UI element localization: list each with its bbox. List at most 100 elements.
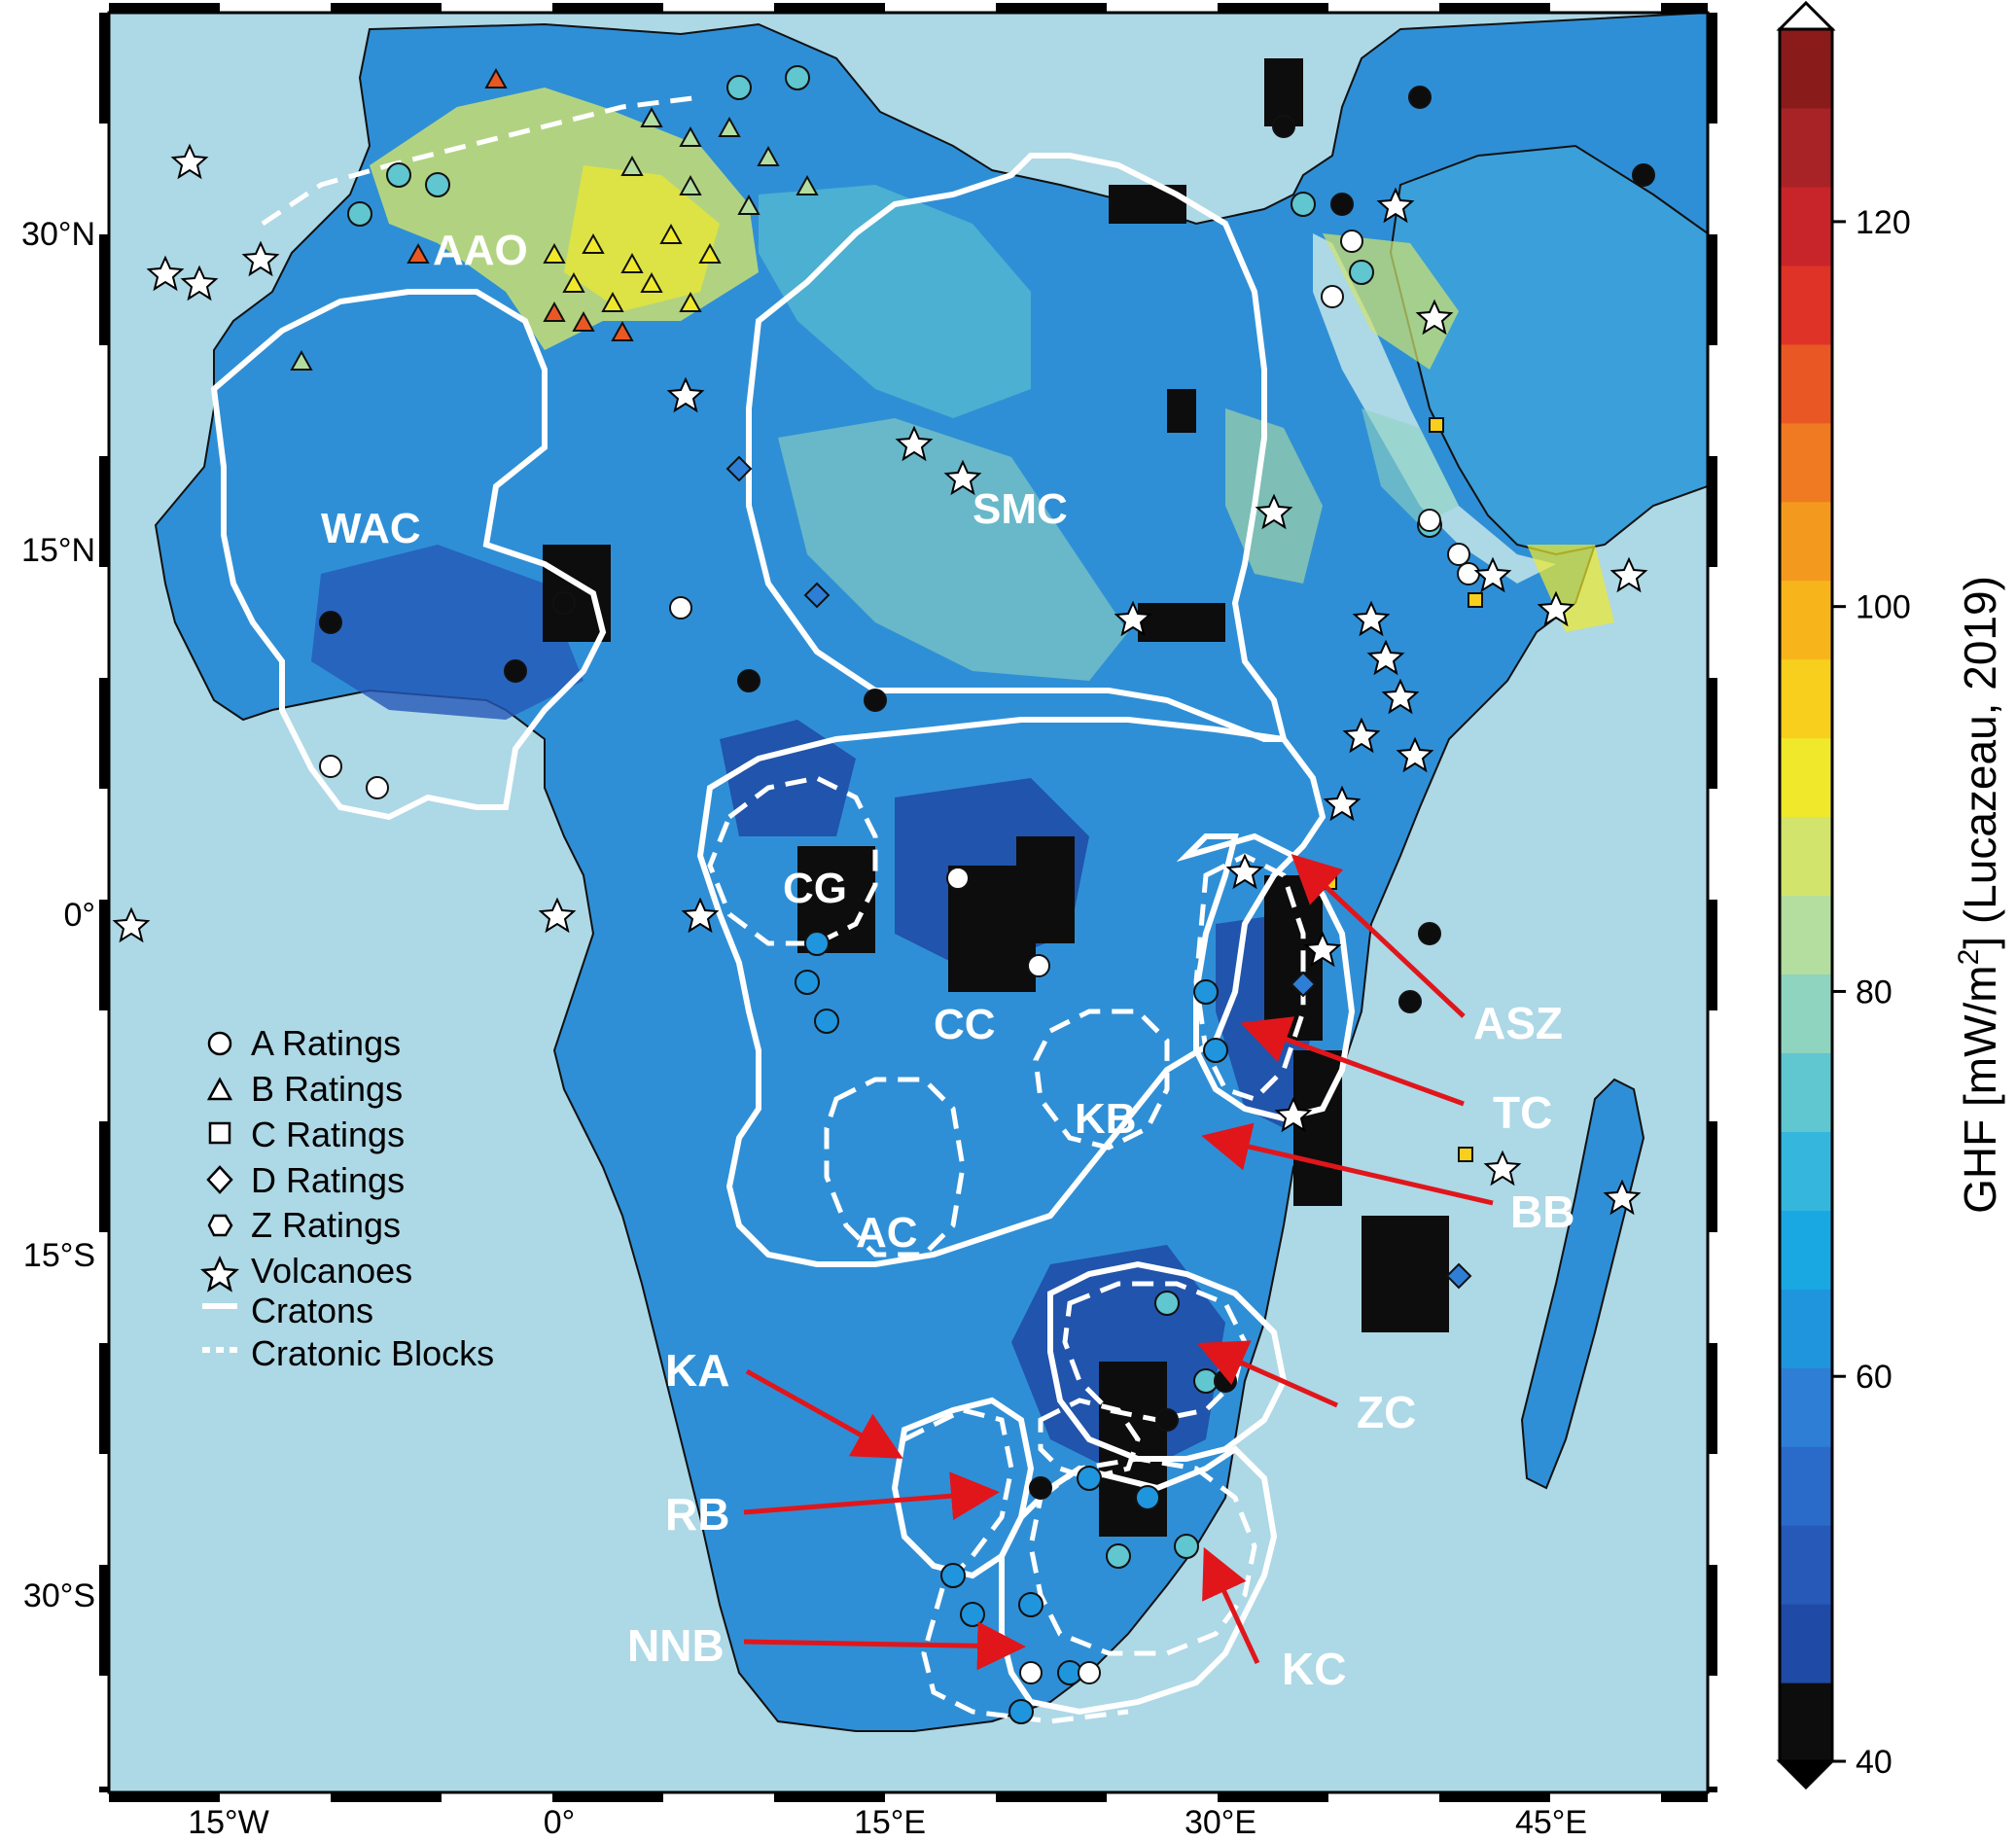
lat-tick-label: 15°N [21, 532, 95, 569]
smc-craton-outline [746, 153, 1288, 742]
congo-craton-outline [696, 717, 1326, 1267]
frame-bar [99, 234, 109, 345]
zc-block-outline [1062, 1281, 1248, 1423]
frame-bar [1708, 13, 1717, 124]
hexagon-icon [207, 1214, 233, 1237]
frame-bar [1218, 1792, 1328, 1802]
colorbar-bin [1780, 29, 1832, 109]
legend-label: B Ratings [251, 1069, 403, 1109]
annotation-label-tc: TC [1493, 1087, 1552, 1138]
colorbar-bin [1780, 501, 1832, 582]
zimbabwe-craton-outline [1047, 1260, 1288, 1462]
colorbar-frame [1778, 27, 1834, 1763]
colorbar: 40 60 80 100 120 GHF [mW/m2] (Lucazeau, 2019… [1776, 0, 2005, 1790]
lat-tick-label: 0° [63, 897, 95, 934]
rb-arrow [743, 1471, 1000, 1521]
map-frame-graduation [99, 3, 1717, 1802]
colorbar-bin [1780, 1446, 1832, 1526]
region-label-smc: SMC [973, 485, 1068, 533]
star-icon [199, 1255, 240, 1293]
frame-bar [996, 3, 1107, 13]
annotation-label-ka: KA [665, 1345, 729, 1396]
colorbar-bin [1780, 265, 1832, 345]
legend-label: Cratonic Blocks [251, 1333, 494, 1373]
region-label-wac: WAC [321, 505, 421, 552]
frame-bar [99, 13, 109, 124]
region-label-aao: AAO [433, 227, 528, 274]
frame-bar [774, 1792, 885, 1802]
lon-tick-label: 30°E [1185, 1804, 1256, 1841]
colorbar-bin [1780, 186, 1832, 266]
frame-bar [1708, 678, 1717, 789]
annotation-label-asz: ASZ [1473, 998, 1563, 1048]
wac-craton-outline [210, 289, 607, 821]
annotation-label-bb: BB [1510, 1187, 1574, 1237]
annotation-arrows [743, 854, 1494, 1671]
frame-bar [109, 3, 220, 13]
colorbar-bin [1780, 1367, 1832, 1447]
frame-bar [331, 3, 442, 13]
colorbar-ticks: 40 60 80 100 120 [1832, 204, 1911, 1781]
lon-tick-label: 45°E [1515, 1804, 1587, 1841]
colorbar-bin [1780, 816, 1832, 897]
nnb-arrow [743, 1621, 1026, 1671]
frame-bar [99, 1565, 109, 1676]
colorbar-title: GHF [mW/m2] (Lucazeau, 2019) [1953, 576, 2005, 1214]
region-label-cg: CG [783, 865, 847, 912]
legend-label: Volcanoes [251, 1251, 412, 1291]
lon-tick-label: 0° [544, 1804, 576, 1841]
frame-bar [1439, 1792, 1550, 1802]
legend-label: Z Ratings [251, 1205, 401, 1245]
colorbar-top-triangle [1776, 0, 1836, 31]
legend-label: C Ratings [251, 1115, 405, 1154]
colorbar-bins [1780, 29, 1832, 1762]
legend-label: Cratons [251, 1291, 373, 1330]
frame-bar [109, 1792, 220, 1802]
colorbar-bin [1780, 737, 1832, 818]
frame-bar [1661, 1792, 1708, 1802]
lat-tick-label: 15°S [23, 1237, 95, 1274]
zc-arrow [1196, 1340, 1339, 1408]
lat-tick-label: 30°N [21, 216, 95, 253]
frame-bar [99, 456, 109, 567]
frame-bar [1708, 1343, 1717, 1454]
diamond-icon [206, 1165, 233, 1194]
colorbar-bin [1780, 1683, 1832, 1762]
frame-bar [996, 1792, 1107, 1802]
frame-bar [99, 900, 109, 1010]
rehoboth-outline [891, 1397, 1035, 1579]
region-labels: AAO WAC SMC CG CC KB AC [321, 227, 1137, 1257]
annotation-label-zc: ZC [1357, 1387, 1416, 1437]
region-label-cc: CC [934, 1001, 996, 1048]
colorbar-bin [1780, 658, 1832, 739]
colorbar-bin [1780, 1052, 1832, 1132]
frame-bar [99, 1787, 109, 1792]
colorbar-bin [1780, 422, 1832, 503]
frame-bar [1708, 1787, 1717, 1792]
frame-bar [1708, 1565, 1717, 1676]
frame-bar [99, 1121, 109, 1232]
kc-arrow [1202, 1546, 1260, 1665]
frame-bar [1708, 234, 1717, 345]
frame-bar [1708, 456, 1717, 567]
colorbar-tick-label: 60 [1856, 1359, 1892, 1396]
annotation-label-nnb: NNB [627, 1620, 725, 1671]
colorbar-bin [1780, 1525, 1832, 1605]
colorbar-tick-label: 100 [1856, 589, 1911, 626]
asz-arrow [1291, 854, 1466, 1018]
annotation-label-kc: KC [1282, 1644, 1346, 1694]
tc-arrow [1240, 1016, 1465, 1107]
circle-icon [207, 1031, 232, 1056]
colorbar-bin [1780, 1210, 1832, 1290]
madagascar [1520, 1078, 1645, 1490]
triangle-icon [206, 1077, 233, 1101]
frame-bar [1708, 1121, 1717, 1232]
colorbar-bottom-triangle [1776, 1759, 1836, 1790]
legend-label: A Ratings [251, 1023, 401, 1063]
annotation-labels: ASZ TC BB KA ZC RB NNB KC [627, 998, 1574, 1694]
lon-tick-label: 15°W [188, 1804, 269, 1841]
region-label-ac: AC [856, 1209, 918, 1257]
frame-bar [1439, 3, 1550, 13]
legend-label: D Ratings [251, 1160, 405, 1200]
